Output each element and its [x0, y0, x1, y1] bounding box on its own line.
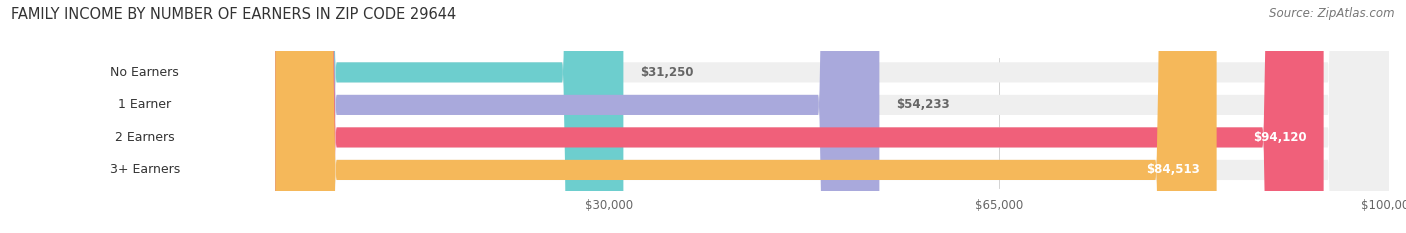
Text: $84,513: $84,513	[1146, 163, 1199, 176]
Text: 3+ Earners: 3+ Earners	[110, 163, 180, 176]
FancyBboxPatch shape	[276, 0, 1389, 233]
Text: $54,233: $54,233	[896, 98, 949, 111]
Text: Source: ZipAtlas.com: Source: ZipAtlas.com	[1270, 7, 1395, 20]
Text: $31,250: $31,250	[640, 66, 693, 79]
Text: 2 Earners: 2 Earners	[115, 131, 174, 144]
FancyBboxPatch shape	[276, 0, 1389, 233]
FancyBboxPatch shape	[34, 0, 256, 233]
Text: 1 Earner: 1 Earner	[118, 98, 172, 111]
FancyBboxPatch shape	[34, 0, 256, 233]
Text: No Earners: No Earners	[110, 66, 179, 79]
Text: FAMILY INCOME BY NUMBER OF EARNERS IN ZIP CODE 29644: FAMILY INCOME BY NUMBER OF EARNERS IN ZI…	[11, 7, 457, 22]
FancyBboxPatch shape	[276, 0, 1389, 233]
FancyBboxPatch shape	[276, 0, 1323, 233]
FancyBboxPatch shape	[34, 0, 256, 233]
FancyBboxPatch shape	[34, 0, 256, 233]
FancyBboxPatch shape	[276, 0, 879, 233]
FancyBboxPatch shape	[276, 0, 1389, 233]
FancyBboxPatch shape	[276, 0, 623, 233]
Text: $94,120: $94,120	[1253, 131, 1308, 144]
FancyBboxPatch shape	[276, 0, 1216, 233]
